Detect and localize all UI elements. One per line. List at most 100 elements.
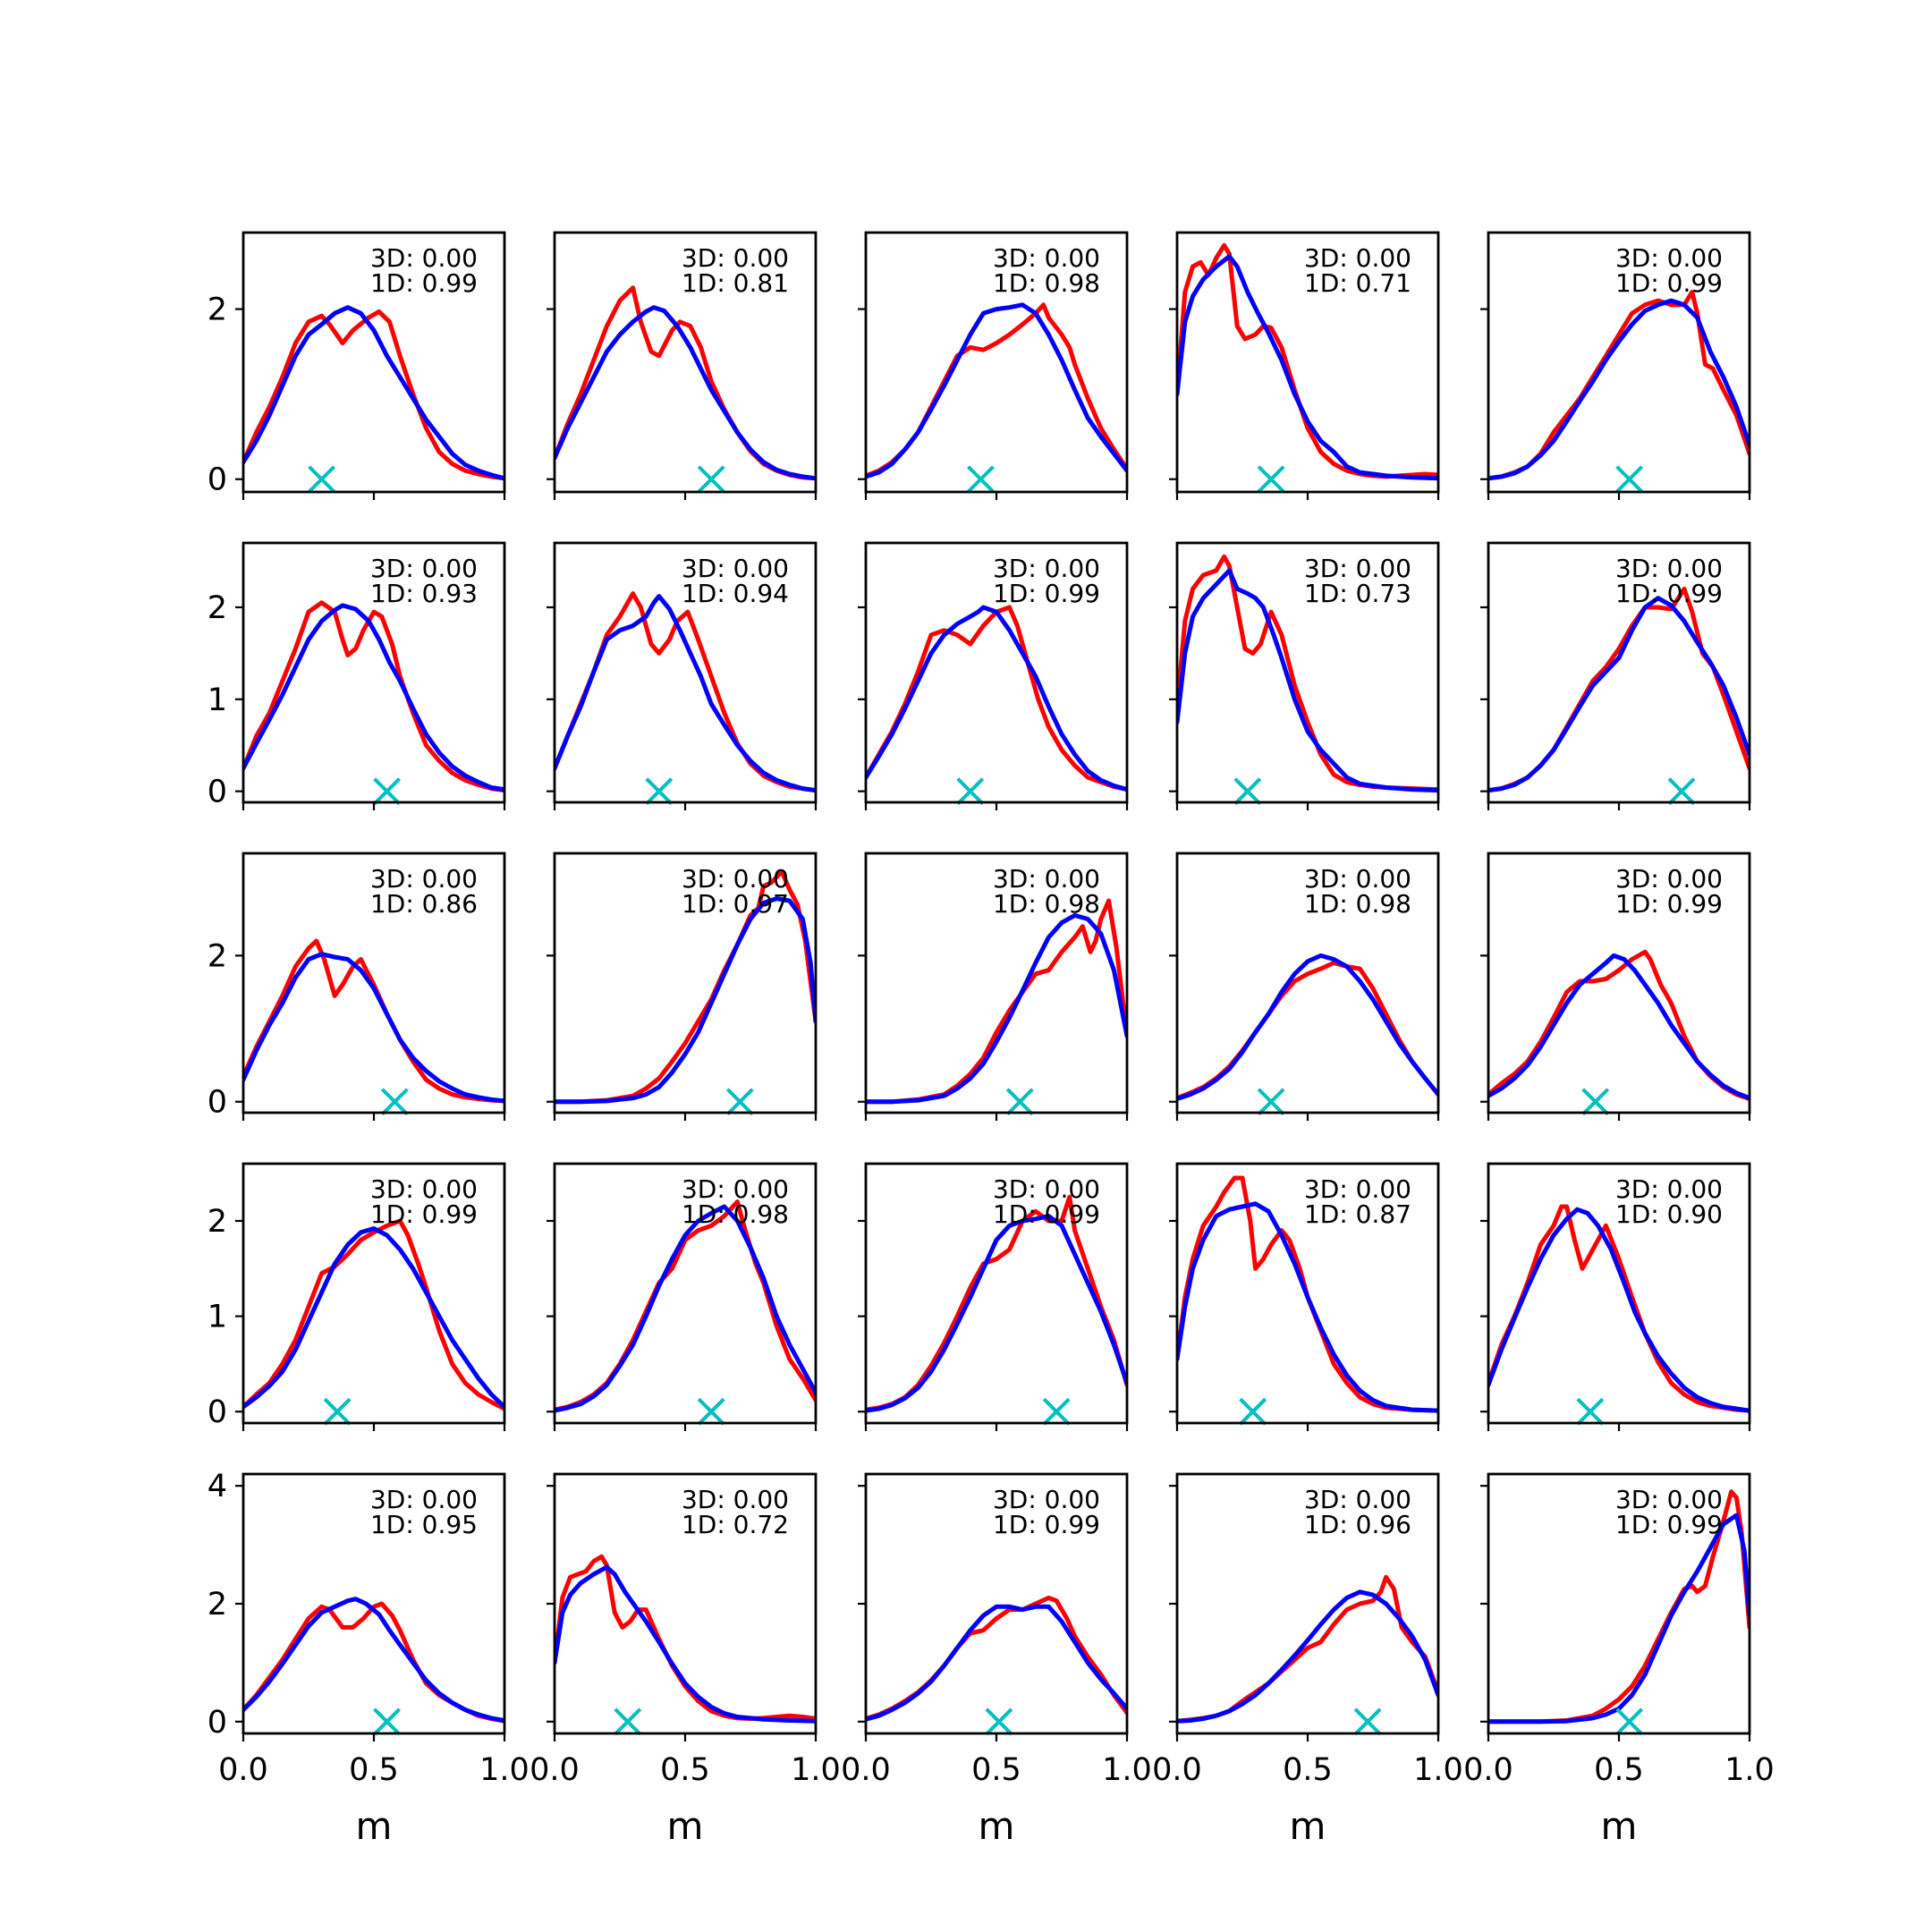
series-blue-line (555, 1204, 816, 1413)
x-tick-label: 0.5 (660, 1752, 710, 1788)
x-tick-label: 0.0 (218, 1752, 268, 1788)
x-axis-label: m (356, 1804, 393, 1848)
annotation-3d: 3D: 0.00 (370, 864, 478, 894)
x-marker (1615, 1707, 1644, 1736)
series-blue-line (1177, 1589, 1438, 1724)
series-red-line (1177, 1574, 1438, 1724)
x-tick-label: 0.0 (841, 1752, 891, 1788)
x-tick-label: 1.0 (479, 1752, 530, 1788)
annotation-1d: 1D: 0.90 (1615, 1199, 1723, 1229)
y-tick-label: 2 (208, 1587, 227, 1623)
annotation-1d: 1D: 0.99 (993, 579, 1100, 608)
annotation-1d: 1D: 0.98 (993, 889, 1100, 919)
x-marker (1353, 1707, 1382, 1736)
series-blue-line (555, 1564, 816, 1724)
x-marker (1581, 1088, 1610, 1116)
annotation-3d: 3D: 0.00 (1304, 1174, 1411, 1204)
annotation-3d: 3D: 0.00 (1304, 1485, 1411, 1514)
series-red-line (1488, 586, 1750, 793)
x-marker (1239, 1397, 1267, 1426)
x-axis-label: m (667, 1804, 704, 1848)
y-tick-label: 0 (208, 775, 227, 810)
annotation-3d: 3D: 0.00 (993, 554, 1100, 583)
x-marker (1233, 777, 1262, 806)
series-blue-line (1488, 1513, 1750, 1724)
annotation-3d: 3D: 0.00 (993, 1174, 1100, 1204)
annotation-3d: 3D: 0.00 (1615, 1174, 1723, 1204)
x-marker (1667, 777, 1696, 806)
annotation-3d: 3D: 0.00 (993, 243, 1100, 273)
annotation-3d: 3D: 0.00 (682, 1174, 789, 1204)
annotation-1d: 1D: 0.99 (1615, 1510, 1723, 1539)
series-blue-line (555, 305, 816, 481)
annotation-1d: 1D: 0.99 (1615, 268, 1723, 298)
y-tick-label: 2 (208, 1204, 227, 1240)
annotation-3d: 3D: 0.00 (1615, 1485, 1723, 1514)
series-red-line (866, 898, 1127, 1105)
series-red-line (866, 605, 1127, 792)
x-marker (645, 777, 674, 806)
annotation-1d: 1D: 0.72 (682, 1510, 789, 1539)
annotation-1d: 1D: 0.99 (370, 1199, 478, 1229)
annotation-1d: 1D: 0.98 (1304, 889, 1411, 919)
series-blue-line (866, 302, 1127, 479)
x-marker (985, 1707, 1013, 1736)
series-blue-line (1177, 1201, 1438, 1413)
annotation-1d: 1D: 0.95 (370, 1510, 478, 1539)
annotation-1d: 1D: 0.99 (993, 1510, 1100, 1539)
series-red-line (555, 285, 816, 481)
x-tick-label: 1.0 (1413, 1752, 1463, 1788)
y-tick-label: 0 (208, 462, 227, 498)
series-blue-line (243, 952, 504, 1104)
x-tick-label: 0.5 (971, 1752, 1021, 1788)
x-tick-label: 0.0 (530, 1752, 580, 1788)
series-blue-line (866, 1604, 1127, 1722)
annotation-3d: 3D: 0.00 (1304, 864, 1411, 894)
annotation-1d: 1D: 0.99 (993, 1199, 1100, 1229)
series-blue-line (1488, 1207, 1750, 1413)
x-marker (614, 1707, 642, 1736)
series-blue-line (1177, 953, 1438, 1101)
series-blue-line (1177, 254, 1438, 481)
y-tick-label: 1 (208, 1300, 227, 1335)
y-tick-label: 4 (208, 1469, 227, 1504)
x-marker (308, 465, 336, 494)
annotation-3d: 3D: 0.00 (370, 1485, 478, 1514)
x-marker (323, 1397, 352, 1426)
series-red-line (1177, 1175, 1438, 1413)
y-tick-label: 1 (208, 682, 227, 718)
series-blue-line (1177, 568, 1438, 793)
series-red-line (555, 1554, 816, 1721)
x-marker (1257, 1088, 1285, 1116)
x-marker (1576, 1397, 1605, 1426)
y-tick-label: 2 (208, 292, 227, 328)
x-marker (373, 777, 402, 806)
annotation-1d: 1D: 0.97 (682, 889, 789, 919)
annotation-3d: 3D: 0.00 (370, 1174, 478, 1204)
series-blue-line (866, 1214, 1127, 1413)
x-axis-label: m (979, 1804, 1015, 1848)
annotation-1d: 1D: 0.94 (682, 579, 789, 608)
annotation-3d: 3D: 0.00 (1615, 243, 1723, 273)
x-marker (956, 777, 985, 806)
y-tick-label: 2 (208, 938, 227, 974)
x-tick-label: 0.0 (1152, 1752, 1202, 1788)
series-red-line (243, 309, 504, 481)
annotation-1d: 1D: 0.93 (370, 579, 478, 608)
series-red-line (243, 938, 504, 1104)
annotation-1d: 1D: 0.87 (1304, 1199, 1411, 1229)
